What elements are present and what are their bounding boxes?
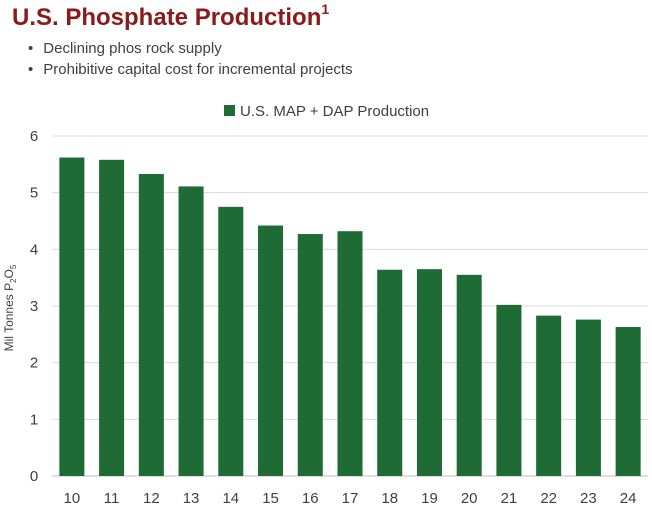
x-tick-label: 16 [302,490,319,507]
bar [536,315,562,476]
bullet-item: Prohibitive capital cost for incremental… [28,59,352,80]
bar [218,206,244,476]
bullet-list: Declining phos rock supply Prohibitive c… [28,38,353,80]
title-text: U.S. Phosphate Production [12,4,322,31]
title-footnote: 1 [321,1,330,17]
y-tick-label: 3 [30,298,38,315]
bar [258,225,284,476]
x-axis-ticks: 10 11 12 13 14 15 16 17 18 19 20 21 22 23 24 [64,490,637,507]
bars [59,157,641,477]
y-tick-label: 2 [30,355,38,372]
x-tick-label: 24 [620,490,637,507]
bar [456,274,482,476]
y-tick-label: 1 [30,411,38,428]
bar [59,157,85,476]
bar [496,304,522,476]
bar [615,326,641,476]
page-title: U.S. Phosphate Production1 [12,1,330,32]
y-axis-label-sub: 2 [9,278,18,283]
bar [377,269,403,476]
bar [575,319,601,476]
x-tick-label: 14 [222,490,239,507]
bar [138,173,164,476]
y-tick-label: 6 [30,128,38,145]
bar [178,186,204,476]
legend-label: U.S. MAP + DAP Production [240,103,429,120]
x-tick-label: 13 [183,490,200,507]
x-tick-label: 20 [461,490,478,507]
x-tick-label: 17 [342,490,359,507]
bar [297,234,323,476]
y-axis-label-sub: 5 [9,264,18,269]
x-tick-label: 23 [580,490,597,507]
x-tick-label: 12 [143,490,160,507]
x-tick-label: 18 [381,490,398,507]
y-axis-label-main: Mil Tonnes P [2,283,16,351]
bar [99,159,125,477]
bar [337,231,363,476]
y-axis-label-mid: O [2,269,16,278]
x-tick-label: 10 [64,490,81,507]
x-tick-label: 11 [104,490,120,507]
chart-legend: U.S. MAP + DAP Production [224,103,429,120]
y-tick-label: 4 [30,241,38,258]
legend-swatch [224,105,235,116]
y-tick-label: 0 [30,468,38,485]
x-tick-label: 22 [540,490,557,507]
bar [416,269,442,476]
y-axis-ticks: 0 1 2 3 4 5 6 [30,128,38,485]
y-tick-label: 5 [30,185,38,202]
x-tick-label: 15 [262,490,279,507]
y-axis-label: Mil Tonnes P2O5 [2,264,18,351]
bullet-item: Declining phos rock supply [28,38,353,59]
x-tick-label: 19 [421,490,438,507]
x-tick-label: 21 [501,490,518,507]
